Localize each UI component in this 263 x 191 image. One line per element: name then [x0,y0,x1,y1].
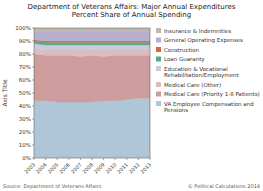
legend-swatch [156,47,161,52]
x-tick [150,158,151,160]
y-tick-label: 0% [22,155,31,161]
legend-label: General Operating Expenses [164,37,243,44]
legend-swatch [156,82,161,87]
y-tick [32,106,34,107]
legend-swatch [156,38,161,43]
legend-label: Education & VocationalRehabilitation/Emp… [164,66,240,80]
y-tick [32,54,34,55]
y-tick-label: 20% [19,129,31,135]
y-tick [32,145,34,146]
annotation: © Political Calculations 2014 [188,183,260,189]
x-tick-label: 2012 [127,161,140,174]
legend-label: Medical Care (Other) [164,82,221,88]
x-tick [103,158,104,160]
x-tick [92,158,93,160]
y-tick [32,28,34,29]
legend-swatch [156,92,161,97]
y-tick-label: 90% [19,38,31,44]
x-tick-label: 2013 [139,161,152,174]
x-tick-label: 2006 [58,161,71,174]
area [34,54,150,102]
y-tick-label: 30% [19,116,31,122]
x-tick [68,158,69,160]
y-tick [32,119,34,120]
y-tick-label: 50% [19,90,31,96]
y-axis-label: Axis Title [1,79,8,107]
x-tick-label: 2004 [35,161,48,174]
y-tick [32,67,34,68]
legend-swatch [156,101,161,106]
legend: Insurance & Indemnities General Operating… [156,28,260,114]
legend-label: VA Employee Compensation andPensions [164,101,254,114]
x-tick [45,158,46,160]
x-tick-label: 2003 [23,161,36,174]
legend-label: Medical Care (Priority 1-8 Patients) [164,91,260,98]
chart: Department of Veterans Affairs: Major An… [0,0,263,191]
area [34,28,150,32]
x-tick [138,158,139,160]
areas [34,28,150,158]
y-tick [32,41,34,42]
x-tick-label: 2011 [116,161,129,174]
x-tick-label: 2009 [93,161,106,174]
y-tick [32,132,34,133]
annotation: Source: Department of Veterans Affairs [3,183,102,190]
x-tick-label: 2008 [81,161,94,174]
area [34,32,150,41]
x-tick [57,158,58,160]
y-tick-label: 100% [15,25,31,31]
x-tick-label: 2010 [104,161,117,174]
y-tick-label: 80% [19,51,31,57]
legend-label: Insurance & Indemnities [164,28,231,34]
y-tick-label: 10% [19,142,31,148]
legend-swatch [156,28,161,33]
y-tick [32,80,34,81]
y-tick-label: 40% [19,103,31,109]
plot-background [34,28,150,158]
x-tick [80,158,81,160]
x-tick [34,158,35,160]
legend-swatch [156,57,161,62]
legend-label: Loan Guaranty [164,56,205,63]
x-tick-label: 2007 [69,161,82,174]
y-tick-label: 70% [19,64,31,70]
y-tick-label: 60% [19,77,31,83]
legend-swatch [156,66,161,71]
plot-frame [34,28,150,158]
x-tick-label: 2005 [46,161,59,174]
y-tick [32,93,34,94]
area [34,98,150,158]
legend-label: Construction [164,47,200,53]
x-tick [115,158,116,160]
title: Department of Veterans Affairs: Major An… [28,3,236,19]
x-tick [126,158,127,160]
